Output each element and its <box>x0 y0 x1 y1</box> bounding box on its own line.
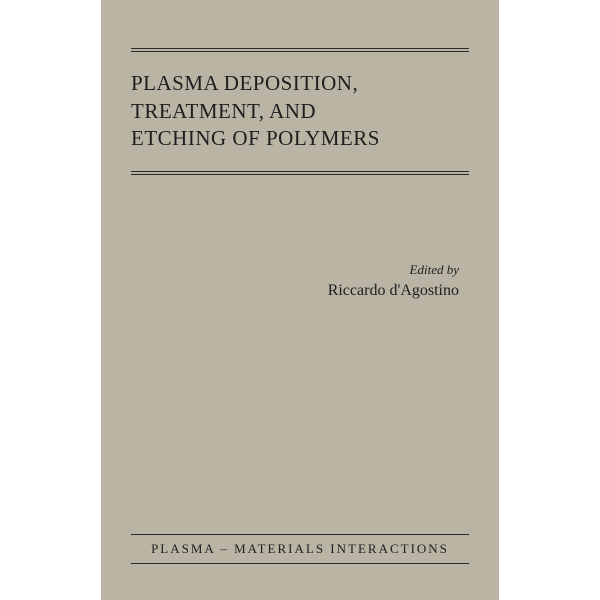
editor-label: Edited by <box>328 262 459 278</box>
title-line: PLASMA DEPOSITION, <box>131 70 469 98</box>
editor-block: Edited by Riccardo d'Agostino <box>328 262 459 300</box>
editor-name: Riccardo d'Agostino <box>328 282 459 300</box>
series-block: PLASMA – MATERIALS INTERACTIONS <box>131 534 469 564</box>
book-cover: PLASMA DEPOSITION, TREATMENT, AND ETCHIN… <box>101 0 499 600</box>
page: PLASMA DEPOSITION, TREATMENT, AND ETCHIN… <box>0 0 600 600</box>
title-rule-top <box>131 48 469 52</box>
title-line: TREATMENT, AND <box>131 98 469 126</box>
series-rule-top <box>131 534 469 535</box>
title-rule-bottom <box>131 171 469 175</box>
title-block: PLASMA DEPOSITION, TREATMENT, AND ETCHIN… <box>131 48 469 175</box>
book-title: PLASMA DEPOSITION, TREATMENT, AND ETCHIN… <box>131 70 469 153</box>
title-line: ETCHING OF POLYMERS <box>131 125 469 153</box>
series-title: PLASMA – MATERIALS INTERACTIONS <box>131 541 469 557</box>
series-rule-bottom <box>131 563 469 564</box>
